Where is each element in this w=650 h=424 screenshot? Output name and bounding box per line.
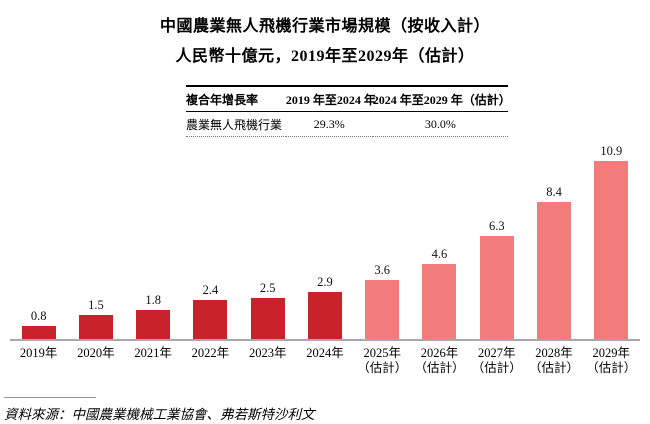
x-tick-note: （估計） (529, 361, 580, 375)
cagr-header-metric: 複合年增長率 (186, 86, 286, 112)
bar-estimate (479, 236, 514, 339)
bar-estimate (365, 280, 400, 339)
cagr-header-period2: 2024 年至2029 年（估計） (372, 86, 511, 112)
x-tick-label: 2021年 (125, 341, 182, 376)
x-tick-year: 2029年 (592, 346, 631, 360)
bar-actual (21, 325, 56, 339)
x-tick-note: （估計） (414, 361, 465, 375)
bar-slot: 2.5 (239, 281, 296, 339)
x-tick-label: 2026年 （估計） (411, 341, 468, 376)
cagr-table-header-row: 複合年增長率 2019 年至2024 年 2024 年至2029 年（估計） (186, 86, 511, 112)
cagr-table: 複合年增長率 2019 年至2024 年 2024 年至2029 年（估計） 農… (186, 85, 511, 137)
bar-value-label: 10.9 (600, 144, 623, 159)
x-tick-year: 2021年 (134, 346, 172, 360)
bar-value-label: 2.5 (259, 281, 276, 296)
bar-slot: 10.9 (583, 144, 640, 339)
bar-slot: 2.9 (296, 275, 353, 339)
cagr-header-period1: 2019 年至2024 年 (285, 86, 376, 112)
x-tick-note: （估計） (357, 361, 408, 375)
bar-value-label: 0.8 (30, 308, 47, 323)
cagr-table-data-row: 農業無人飛機行業 29.3% 30.0% (186, 111, 508, 137)
x-tick-note: （估計） (586, 361, 637, 375)
bar-actual (78, 314, 113, 339)
bar-value-label: 1.5 (88, 297, 104, 312)
footnote-divider (4, 397, 96, 398)
x-tick-year: 2026年 (420, 346, 459, 360)
bar-actual (193, 299, 228, 339)
bar-estimate (594, 161, 629, 339)
cagr-row-label: 農業無人飛機行業 (186, 111, 286, 137)
bar-slot: 0.8 (10, 309, 67, 339)
bar-estimate (537, 202, 572, 339)
bar-slot: 2.4 (182, 283, 239, 339)
bar-actual (307, 291, 342, 339)
bar-estimate (422, 264, 457, 339)
bar-value-label: 2.9 (317, 274, 333, 289)
chart-x-labels: 2019年 2020年 2021年 2022年 2023年 2024年 2025年 （估計） 2… (10, 341, 640, 376)
chart-subtitle: 人民幣十億元，2019年至2029年（估計） (175, 48, 475, 65)
x-tick-year: 2027年 (478, 346, 516, 360)
bar-chart: 0.8 1.5 1.8 2.4 2.5 2.9 3.6 4.6 6.3 8.4 10.9 2019年… (10, 141, 640, 376)
bar-slot: 8.4 (525, 185, 582, 339)
chart-plot: 0.8 1.5 1.8 2.4 2.5 2.9 3.6 4.6 6.3 8.4 10.9 (10, 141, 640, 341)
bar-actual (250, 298, 285, 339)
x-tick-label: 2025年 （估計） (354, 341, 411, 376)
bar-slot: 1.5 (67, 298, 124, 339)
bar-slot: 1.8 (125, 293, 182, 339)
x-tick-label: 2020年 (67, 341, 124, 376)
x-tick-label: 2028年 （估計） (525, 341, 582, 376)
x-tick-label: 2024年 (296, 341, 353, 376)
x-tick-label: 2019年 (10, 341, 67, 376)
x-tick-year: 2024年 (306, 346, 344, 360)
x-tick-label: 2029年 （估計） (583, 341, 640, 376)
x-tick-year: 2028年 (535, 346, 573, 360)
bar-value-label: 1.8 (145, 292, 161, 307)
x-tick-label: 2022年 (182, 341, 239, 376)
bar-slot: 4.6 (411, 247, 468, 339)
x-tick-year: 2019年 (19, 346, 58, 360)
bar-slot: 3.6 (354, 263, 411, 339)
x-tick-label: 2027年 （估計） (468, 341, 525, 376)
x-tick-year: 2022年 (191, 346, 230, 360)
x-tick-note: （估計） (471, 361, 522, 375)
bar-actual (136, 309, 171, 339)
x-tick-year: 2025年 (363, 346, 401, 360)
bar-value-label: 8.4 (546, 185, 562, 200)
bar-value-label: 3.6 (374, 263, 391, 278)
bar-slot: 6.3 (468, 219, 525, 339)
cagr-value-period1: 29.3% (285, 111, 373, 137)
x-tick-year: 2023年 (248, 346, 287, 360)
bar-value-label: 4.6 (431, 247, 448, 262)
bar-value-label: 6.3 (488, 219, 505, 234)
x-tick-year: 2020年 (77, 346, 115, 360)
x-tick-label: 2023年 (239, 341, 296, 376)
cagr-value-period2: 30.0% (372, 111, 508, 137)
source-note: 資料來源：中國農業機械工業協會、弗若斯特沙利文 (4, 407, 315, 422)
bar-value-label: 2.4 (202, 282, 219, 297)
chart-title: 中國農業無人飛機行業市場規模（按收入計） (159, 18, 490, 35)
